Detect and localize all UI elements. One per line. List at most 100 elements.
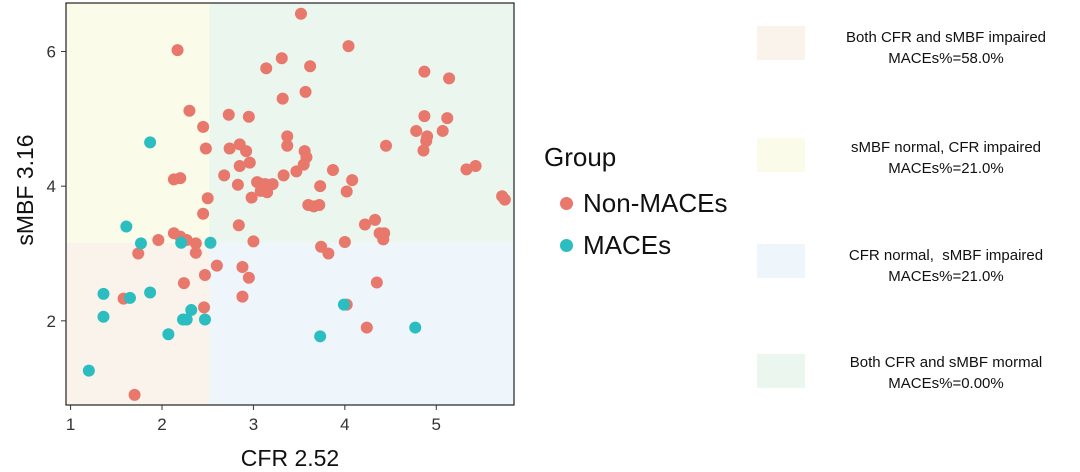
point-non-maces — [128, 388, 141, 401]
point-non-maces — [223, 142, 236, 155]
point-non-maces — [460, 163, 473, 176]
quadrant-label-smbf-impaired: CFR normal, sMBF impaired MACEs%=21.0% — [848, 247, 1044, 285]
point-non-maces — [240, 145, 253, 158]
point-non-maces — [198, 269, 211, 282]
point-non-maces — [275, 52, 288, 65]
point-non-maces — [236, 260, 249, 273]
quadrant-swatch-both-impaired — [757, 26, 805, 60]
point-non-maces — [171, 44, 184, 57]
point-non-maces — [469, 159, 482, 172]
legend-label-maces: MACEs — [583, 230, 672, 260]
y-tick-label: 4 — [47, 177, 56, 196]
legend-item-maces: MACEs — [560, 230, 671, 261]
point-non-maces — [183, 104, 196, 117]
point-non-maces — [313, 199, 326, 212]
x-tick-label: 5 — [432, 415, 441, 434]
point-non-maces — [260, 62, 273, 75]
x-tick-label: 2 — [157, 415, 166, 434]
point-maces — [120, 220, 133, 233]
point-non-maces — [340, 185, 353, 198]
point-non-maces — [443, 72, 456, 85]
point-non-maces — [294, 7, 307, 20]
point-non-maces — [177, 277, 190, 290]
point-non-maces — [304, 60, 317, 73]
point-non-maces — [358, 218, 371, 231]
point-non-maces — [370, 276, 383, 289]
quadrant-swatch-cfr-impaired — [757, 138, 805, 172]
point-non-maces — [210, 259, 223, 272]
point-non-maces — [242, 271, 255, 284]
point-non-maces — [174, 172, 187, 185]
y-tick-label: 2 — [47, 312, 56, 331]
legend-item-non-maces: Non-MACEs — [560, 188, 727, 219]
x-tick-label: 3 — [249, 415, 258, 434]
point-non-maces — [199, 142, 212, 155]
point-non-maces — [132, 247, 145, 260]
point-maces — [97, 310, 110, 323]
point-non-maces — [338, 236, 351, 249]
quadrant-smbf-impaired — [209, 242, 515, 405]
point-non-maces — [410, 124, 423, 137]
point-maces — [97, 287, 110, 300]
point-non-maces — [326, 163, 339, 176]
x-axis-title: CFR 2.52 — [241, 445, 339, 471]
y-tick-label: 6 — [47, 42, 56, 61]
point-non-maces — [152, 234, 165, 247]
point-maces — [134, 237, 147, 250]
point-non-maces — [218, 169, 231, 182]
point-maces — [144, 286, 157, 299]
scatter-plot: 1 2 3 4 5 2 4 6 CFR 2.52 sMBF 3.16 — [12, 2, 515, 471]
point-maces — [162, 328, 175, 341]
legend-dot-maces — [560, 239, 573, 252]
point-non-maces — [201, 192, 214, 205]
point-maces — [409, 321, 422, 334]
point-non-maces — [276, 92, 289, 105]
point-maces — [82, 364, 95, 377]
point-non-maces — [420, 135, 433, 148]
point-non-maces — [377, 233, 390, 246]
point-maces — [314, 330, 327, 343]
point-maces — [337, 298, 350, 311]
point-non-maces — [242, 110, 255, 123]
point-non-maces — [236, 290, 249, 303]
quadrant-label-cfr-impaired: sMBF normal, CFR impaired MACEs%=21.0% — [850, 139, 1042, 177]
point-non-maces — [346, 174, 359, 187]
point-non-maces — [418, 65, 431, 78]
point-non-maces — [243, 156, 256, 169]
point-non-maces — [189, 246, 202, 259]
legend-label-non-maces: Non-MACEs — [583, 188, 728, 218]
point-non-maces — [261, 186, 274, 199]
quadrant-swatch-both-normal — [757, 354, 805, 388]
point-non-maces — [281, 139, 294, 152]
point-maces — [175, 236, 188, 249]
point-non-maces — [436, 124, 449, 137]
point-non-maces — [197, 207, 210, 220]
x-tick-label: 4 — [340, 415, 349, 434]
legend-title: Group — [544, 142, 617, 172]
point-non-maces — [417, 144, 430, 157]
point-non-maces — [342, 40, 355, 53]
point-non-maces — [189, 237, 202, 250]
point-non-maces — [197, 120, 210, 133]
quadrant-label-both-impaired: Both CFR and sMBF impaired MACEs%=58.0% — [845, 29, 1047, 67]
point-non-maces — [233, 159, 246, 172]
plot-panel — [65, 2, 515, 406]
point-maces — [180, 313, 193, 326]
point-non-maces — [299, 85, 312, 98]
point-non-maces — [247, 235, 260, 248]
point-non-maces — [314, 180, 327, 193]
point-non-maces — [441, 112, 454, 125]
point-non-maces — [322, 247, 335, 260]
point-maces — [204, 236, 217, 249]
x-tick-label: 1 — [66, 415, 75, 434]
quadrant-swatch-smbf-impaired — [757, 244, 805, 278]
point-non-maces — [277, 169, 290, 182]
point-non-maces — [380, 139, 392, 152]
point-non-maces — [245, 191, 258, 204]
legend-dot-non-maces — [560, 197, 573, 210]
point-non-maces — [232, 219, 245, 232]
point-non-maces — [418, 110, 431, 123]
point-non-maces — [231, 178, 244, 191]
point-non-maces — [360, 321, 373, 334]
y-axis-title: sMBF 3.16 — [12, 134, 38, 245]
